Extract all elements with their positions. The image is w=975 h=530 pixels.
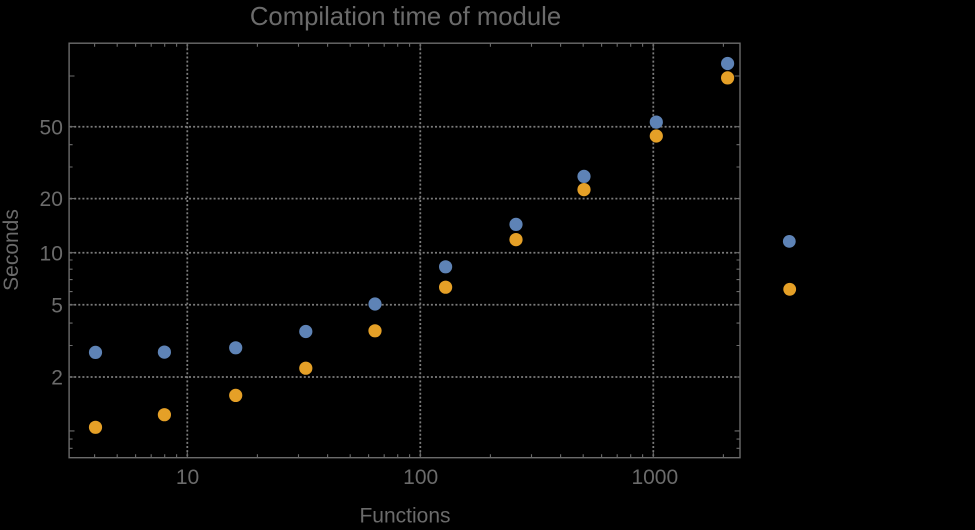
svg-text:100: 100: [403, 466, 438, 489]
svg-text:Functions: Functions: [359, 505, 450, 525]
svg-text:2: 2: [51, 367, 63, 390]
svg-text:50: 50: [40, 116, 63, 139]
svg-text:Seconds: Seconds: [0, 209, 23, 291]
svg-text:10: 10: [40, 242, 63, 265]
svg-text:10: 10: [176, 466, 199, 489]
svg-text:1000: 1000: [631, 466, 678, 489]
svg-text:Compilation time of module: Compilation time of module: [250, 3, 561, 31]
svg-text:20: 20: [40, 188, 63, 211]
svg-text:5: 5: [51, 294, 63, 317]
